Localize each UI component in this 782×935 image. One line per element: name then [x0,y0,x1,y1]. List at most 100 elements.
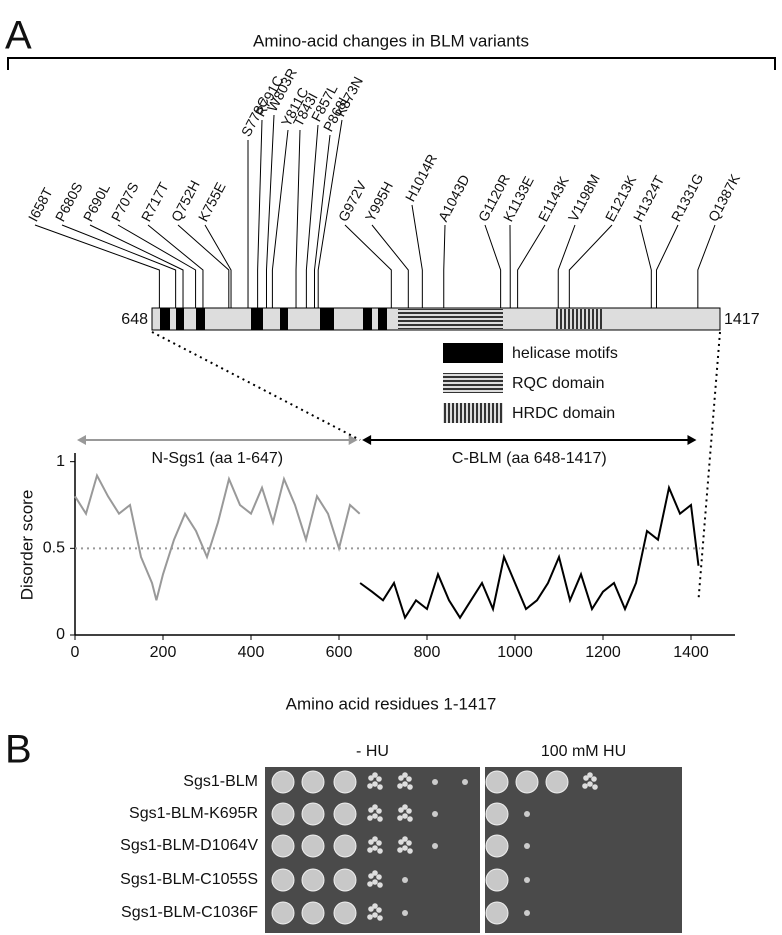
rqc-domain [398,309,503,329]
zoom-line [151,331,361,441]
colony [367,815,373,821]
mutation-pin [568,224,613,308]
colony [398,807,404,813]
mutation-pin [344,224,392,308]
mutation-pin [655,224,679,308]
mutation-label: R1331G [668,171,707,225]
colony [402,836,408,842]
colony [406,840,412,846]
y-tick-label: 0.5 [43,540,65,557]
mutation-label: V1198M [565,172,603,225]
series-line [74,472,361,601]
mutation-pin [443,224,446,308]
colony [524,877,530,883]
colony [397,847,403,853]
spot [485,802,509,826]
colony [397,783,403,789]
colony [372,813,378,819]
colony [432,779,438,785]
colony [368,775,374,781]
x-tick-label: 1000 [497,644,533,661]
colony [397,815,403,821]
condition-label: - HU [356,743,389,760]
colony [592,784,598,790]
spot [485,868,509,892]
mutation-pin [89,224,184,308]
colony [377,915,383,921]
spot [545,770,569,794]
helicase-motif [251,308,263,330]
colony [407,848,413,854]
colony [582,783,588,789]
x-tick-label: 0 [71,644,80,661]
colony [372,912,378,918]
mutation-pin [177,224,230,308]
mutation-pin [557,224,576,308]
colony [583,775,589,781]
legend-swatch [443,403,503,423]
colony [432,843,438,849]
helicase-motif [160,308,170,330]
colony [372,804,378,810]
spot [333,834,357,858]
mutation-pin [313,134,331,308]
colony [406,808,412,814]
colony [377,816,383,822]
colony [377,784,383,790]
x-tick-label: 200 [150,644,177,661]
spot [333,770,357,794]
spot [333,868,357,892]
colony [377,848,383,854]
colony [372,903,378,909]
spot [301,834,325,858]
mutation-pin [411,204,423,308]
colony [402,877,408,883]
colony [407,816,413,822]
legend-label: RQC domain [512,375,604,392]
colony [372,772,378,778]
colony [524,910,530,916]
colony [368,906,374,912]
mutation-pin [61,224,177,308]
x-tick-label: 400 [238,644,265,661]
strain-label: Sgs1-BLM-D1064V [120,837,258,854]
mutation-label: R717T [138,179,172,224]
colony [372,836,378,842]
x-tick-label: 800 [414,644,441,661]
strain-label: Sgs1-BLM [183,773,258,790]
colony [368,807,374,813]
spot [485,770,509,794]
condition-label: 100 mM HU [541,743,626,760]
spot [271,802,295,826]
x-tick-label: 600 [326,644,353,661]
legend-swatch [443,373,503,393]
colony [376,874,382,880]
mutation-pin [147,224,204,308]
strain-label: Sgs1-BLM-C1055S [120,871,258,888]
colony [402,845,408,851]
colony [367,783,373,789]
colony [524,843,530,849]
bracket [7,57,776,70]
mutation-pin [271,129,289,308]
mutation-label: A1043D [435,172,473,224]
colony [591,776,597,782]
map-start: 648 [121,311,148,328]
zoom-line [697,331,721,601]
x-tick-label: 1400 [673,644,709,661]
series-line [359,484,700,621]
colony [587,772,593,778]
mutation-pin [204,224,232,308]
colony [367,847,373,853]
mutation-pin [517,224,546,308]
helicase-motif [378,308,387,330]
y-tick-label: 0 [56,626,65,643]
colony [372,845,378,851]
mutation-label: H1014R [402,151,440,204]
colony [398,839,404,845]
mutation-pin [295,129,301,308]
spot [271,834,295,858]
x-tick-label: 1200 [585,644,621,661]
colony [368,839,374,845]
